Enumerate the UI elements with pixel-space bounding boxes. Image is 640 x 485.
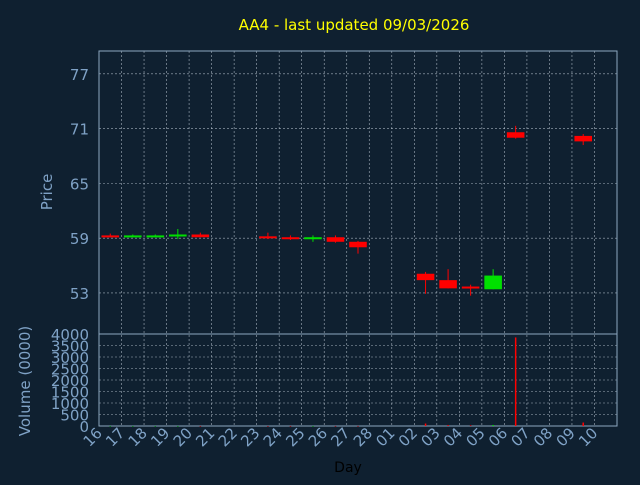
volume-axis-label: Volume (0000) [16, 326, 34, 436]
volume-tick-label: 0 [79, 418, 89, 436]
candle-body [304, 237, 322, 240]
candle-body [281, 237, 300, 240]
price-tick-label: 59 [70, 230, 89, 248]
volume-tick-label: 4000 [51, 326, 89, 344]
volume-bar [514, 337, 517, 426]
candle-body [259, 236, 277, 239]
candle-body [146, 235, 165, 238]
chart-title: AA4 - last updated 09/03/2026 [239, 16, 470, 34]
price-tick-label: 53 [70, 285, 89, 303]
candle-body [574, 135, 593, 142]
volume-bar [289, 425, 292, 427]
volume-bar [492, 424, 494, 426]
volume-bar [199, 425, 202, 427]
volume-bar [177, 425, 179, 427]
x-axis-label: Day [334, 460, 362, 476]
candle-body [484, 275, 502, 290]
volume-bar [469, 425, 472, 426]
volume-tick-label: 2500 [51, 361, 89, 379]
candle-body [416, 273, 435, 281]
price-tick-label: 71 [70, 121, 89, 139]
volume-bar [582, 422, 584, 426]
candle-body [461, 286, 480, 289]
volume-tick-label: 500 [60, 407, 89, 425]
price-axis-label: Price [38, 174, 56, 211]
volume-tick-label: 2000 [51, 372, 89, 390]
x-tick-label: 10 [575, 424, 601, 450]
price-tick-label: 77 [70, 66, 89, 84]
candle-body [169, 234, 187, 237]
volume-bar [109, 425, 112, 427]
candle-body [439, 280, 457, 289]
volume-tick-label: 1000 [51, 395, 89, 413]
volume-bar [334, 425, 337, 427]
volume-tick-label: 1500 [51, 384, 89, 402]
price-tick-label: 65 [70, 175, 89, 193]
volume-bar [357, 425, 359, 427]
candle-body [506, 132, 525, 138]
candle-body [101, 235, 120, 238]
price-plot-border [98, 50, 618, 335]
volume-tick-label: 3500 [51, 338, 89, 356]
candle-body [123, 235, 142, 238]
volume-bar [132, 425, 134, 427]
volume-bar [154, 425, 157, 427]
volume-bar [447, 425, 449, 426]
candle-body [326, 237, 345, 242]
volume-tick-label: 3000 [51, 349, 89, 367]
candle-body [191, 234, 210, 238]
volume-bar [312, 425, 314, 427]
candle-body [349, 241, 367, 248]
volume-bar [424, 423, 427, 426]
volume-bar [267, 425, 269, 427]
